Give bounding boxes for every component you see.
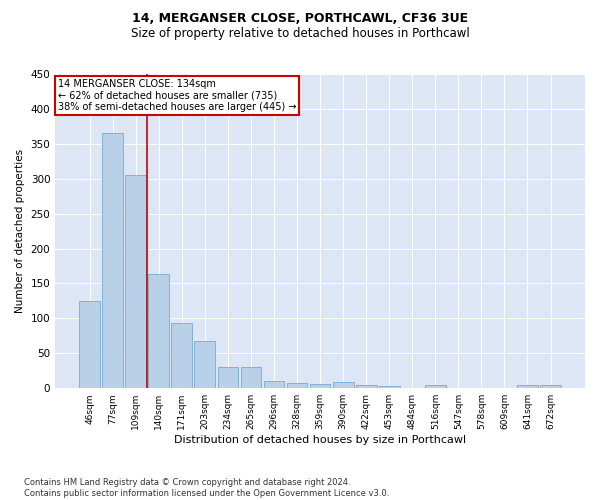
- Bar: [241, 368, 262, 388]
- Bar: [102, 134, 123, 388]
- Bar: [79, 301, 100, 388]
- Bar: [356, 386, 377, 388]
- Bar: [517, 384, 538, 388]
- Text: Contains HM Land Registry data © Crown copyright and database right 2024.
Contai: Contains HM Land Registry data © Crown c…: [24, 478, 389, 498]
- Text: 14 MERGANSER CLOSE: 134sqm
← 62% of detached houses are smaller (735)
38% of sem: 14 MERGANSER CLOSE: 134sqm ← 62% of deta…: [58, 78, 296, 112]
- Bar: [333, 382, 353, 388]
- Bar: [218, 368, 238, 388]
- Bar: [287, 384, 307, 388]
- Bar: [379, 386, 400, 388]
- Bar: [194, 340, 215, 388]
- Text: 14, MERGANSER CLOSE, PORTHCAWL, CF36 3UE: 14, MERGANSER CLOSE, PORTHCAWL, CF36 3UE: [132, 12, 468, 26]
- Text: Size of property relative to detached houses in Porthcawl: Size of property relative to detached ho…: [131, 28, 469, 40]
- X-axis label: Distribution of detached houses by size in Porthcawl: Distribution of detached houses by size …: [174, 435, 466, 445]
- Bar: [310, 384, 331, 388]
- Bar: [540, 386, 561, 388]
- Y-axis label: Number of detached properties: Number of detached properties: [15, 149, 25, 313]
- Bar: [425, 386, 446, 388]
- Bar: [263, 380, 284, 388]
- Bar: [148, 274, 169, 388]
- Bar: [125, 175, 146, 388]
- Bar: [172, 324, 192, 388]
